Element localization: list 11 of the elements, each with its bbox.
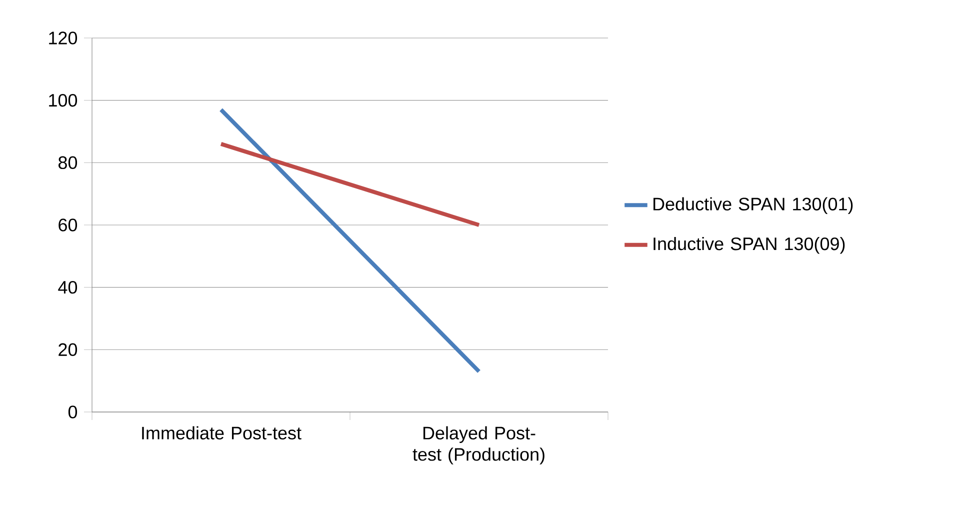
y-tick-label: 80 bbox=[58, 156, 78, 170]
y-tick-label: 120 bbox=[49, 32, 78, 44]
y-tick-label: 60 bbox=[58, 218, 78, 232]
x-tick-label: Delayed Post-test (Production) bbox=[412, 426, 544, 464]
legend-label: Deductive SPAN 130(01) bbox=[654, 197, 853, 214]
legend-label: Inductive SPAN 130(09) bbox=[654, 236, 845, 254]
y-tick-label: 0 bbox=[68, 406, 78, 418]
y-tick-label: 20 bbox=[58, 343, 78, 356]
y-tick-label: 100 bbox=[49, 94, 78, 107]
x-tick-label: Immediate Post-test bbox=[142, 426, 302, 440]
y-tick-label: 40 bbox=[58, 280, 78, 294]
